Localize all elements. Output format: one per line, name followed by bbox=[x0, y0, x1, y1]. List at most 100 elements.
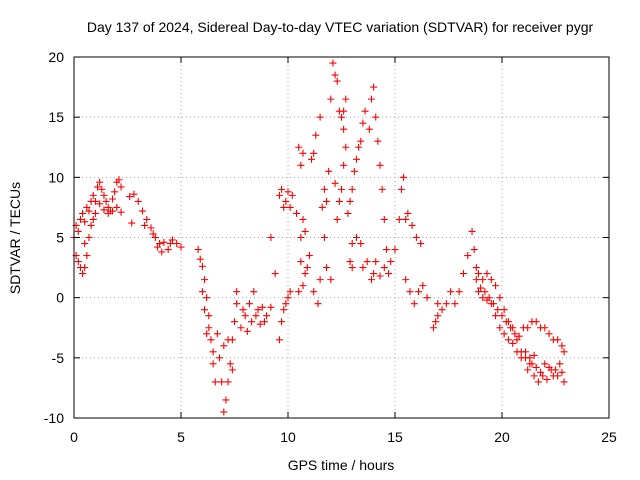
data-point bbox=[201, 276, 209, 284]
data-point bbox=[297, 234, 305, 241]
data-point bbox=[310, 149, 318, 157]
data-point bbox=[275, 191, 283, 199]
data-point bbox=[552, 366, 559, 374]
data-point bbox=[370, 270, 378, 278]
data-point bbox=[79, 270, 87, 278]
data-point bbox=[474, 270, 482, 278]
data-point bbox=[141, 221, 149, 229]
data-point bbox=[447, 288, 455, 296]
data-point bbox=[472, 276, 480, 284]
data-point bbox=[378, 185, 386, 193]
data-point bbox=[117, 183, 125, 191]
y-tick-label: 5 bbox=[56, 230, 64, 246]
data-point bbox=[164, 246, 172, 254]
data-point bbox=[96, 200, 104, 208]
data-point bbox=[149, 230, 157, 238]
data-point bbox=[76, 215, 84, 223]
data-point bbox=[156, 240, 164, 248]
data-point bbox=[194, 246, 202, 254]
data-point bbox=[153, 243, 161, 251]
data-point bbox=[459, 270, 467, 278]
data-point bbox=[295, 143, 303, 151]
data-point bbox=[143, 215, 151, 223]
data-point bbox=[485, 294, 493, 302]
data-point bbox=[365, 125, 373, 133]
data-point bbox=[81, 240, 89, 248]
data-point bbox=[524, 366, 532, 374]
data-point bbox=[532, 318, 540, 326]
data-point bbox=[224, 378, 232, 386]
data-point bbox=[295, 288, 303, 296]
data-point bbox=[400, 173, 408, 181]
data-point bbox=[464, 252, 472, 260]
data-point bbox=[85, 207, 93, 215]
data-point bbox=[299, 215, 307, 223]
data-point bbox=[299, 149, 307, 157]
data-point bbox=[316, 276, 324, 284]
data-point bbox=[367, 276, 375, 284]
data-point bbox=[228, 366, 236, 374]
data-point bbox=[104, 209, 112, 217]
y-tick-label: 0 bbox=[56, 290, 64, 306]
data-point bbox=[370, 83, 378, 91]
y-tick-label: 20 bbox=[48, 49, 64, 65]
data-point bbox=[297, 161, 305, 169]
chart-title: Day 137 of 2024, Sidereal Day-to-day VTE… bbox=[87, 19, 594, 35]
data-point bbox=[331, 71, 339, 79]
data-point bbox=[442, 300, 450, 308]
data-point bbox=[203, 294, 211, 302]
data-point bbox=[498, 312, 506, 320]
data-point bbox=[314, 300, 322, 308]
data-point bbox=[507, 324, 515, 332]
data-point bbox=[278, 318, 286, 326]
data-point bbox=[406, 288, 414, 296]
data-point bbox=[323, 264, 331, 272]
data-point bbox=[468, 227, 476, 235]
data-point bbox=[130, 190, 138, 198]
data-point bbox=[98, 185, 106, 193]
data-point bbox=[293, 209, 301, 217]
data-point bbox=[104, 203, 112, 211]
data-point bbox=[376, 272, 384, 280]
x-tick-label: 10 bbox=[280, 429, 296, 445]
data-point bbox=[415, 288, 423, 296]
data-point bbox=[470, 246, 478, 254]
data-point bbox=[372, 258, 380, 266]
data-point bbox=[284, 294, 292, 302]
data-point bbox=[117, 208, 125, 216]
data-point bbox=[479, 276, 487, 284]
data-point bbox=[79, 209, 87, 217]
data-point bbox=[205, 312, 213, 320]
data-point bbox=[111, 188, 119, 196]
data-point bbox=[85, 234, 93, 241]
data-point bbox=[410, 300, 418, 308]
data-point bbox=[280, 203, 288, 211]
data-point bbox=[554, 372, 562, 380]
data-point bbox=[248, 318, 256, 326]
data-point bbox=[359, 264, 367, 272]
data-point bbox=[94, 183, 102, 191]
data-point bbox=[348, 240, 356, 248]
data-point bbox=[282, 300, 290, 308]
data-point bbox=[359, 119, 367, 127]
data-point bbox=[226, 360, 234, 368]
data-point bbox=[325, 167, 333, 175]
data-point bbox=[483, 270, 491, 278]
data-point bbox=[91, 197, 99, 205]
data-point bbox=[372, 113, 380, 121]
data-point bbox=[203, 330, 211, 338]
data-point bbox=[556, 360, 564, 368]
data-point bbox=[288, 191, 296, 199]
data-point bbox=[151, 234, 159, 241]
data-point bbox=[560, 378, 568, 386]
data-point bbox=[308, 155, 316, 163]
data-point bbox=[387, 258, 395, 266]
data-point bbox=[305, 252, 313, 260]
data-point bbox=[216, 354, 224, 362]
data-point bbox=[258, 303, 266, 311]
data-point bbox=[211, 378, 219, 386]
data-point bbox=[333, 77, 341, 85]
data-point bbox=[513, 336, 521, 344]
data-point bbox=[323, 197, 331, 205]
data-point bbox=[522, 348, 530, 356]
